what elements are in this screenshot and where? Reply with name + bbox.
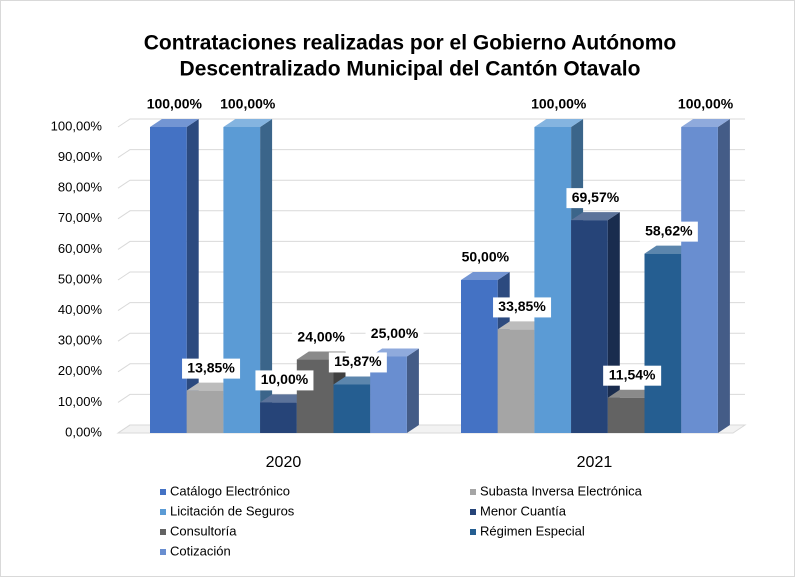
value-label: 69,57% <box>572 189 620 205</box>
legend-swatch <box>160 509 166 515</box>
legend-label: Régimen Especial <box>480 523 585 538</box>
bar <box>681 127 718 433</box>
value-label-bg <box>292 327 351 348</box>
value-label: 58,62% <box>645 222 693 238</box>
value-label-bg <box>566 188 625 209</box>
value-label-bg <box>603 365 662 386</box>
x-tick-label: 2021 <box>577 454 613 471</box>
y-tick-label: 30,00% <box>58 333 103 348</box>
legend-swatch <box>160 489 166 495</box>
value-label: 24,00% <box>297 328 345 344</box>
value-label-bg <box>255 370 314 391</box>
bar-top <box>260 394 309 403</box>
y-tick-label: 90,00% <box>58 149 103 164</box>
bar-top <box>223 119 273 127</box>
y-tick-label: 50,00% <box>58 271 103 286</box>
legend-swatch <box>470 509 476 515</box>
bar <box>223 127 261 433</box>
value-label-bg <box>456 248 515 268</box>
bar <box>186 390 224 433</box>
value-label: 100,00% <box>678 96 734 112</box>
value-label: 25,00% <box>371 325 419 341</box>
value-label: 50,00% <box>462 249 510 265</box>
value-label-bg <box>639 221 698 242</box>
bar <box>260 402 297 433</box>
x-tick-label: 2020 <box>266 454 302 471</box>
bar-side <box>186 119 199 433</box>
bar <box>150 127 187 433</box>
bar <box>571 220 608 433</box>
bar-top <box>461 272 510 280</box>
bar <box>497 329 535 433</box>
value-label: 11,54% <box>609 366 656 382</box>
bar <box>644 253 682 433</box>
bar <box>534 127 572 433</box>
y-tick-label: 0,00% <box>65 424 102 439</box>
value-label-bg <box>365 324 424 345</box>
legend-label: Cotización <box>170 543 231 558</box>
legend-label: Menor Cuantía <box>480 503 567 518</box>
bar-side <box>406 348 419 433</box>
bar-top <box>534 119 584 127</box>
y-tick-label: 20,00% <box>58 363 103 378</box>
legend-swatch <box>470 489 476 495</box>
legend-swatch <box>160 549 166 555</box>
value-label: 13,85% <box>187 359 235 375</box>
bar-top <box>681 119 730 127</box>
y-tick-label: 10,00% <box>58 394 103 409</box>
bar <box>333 384 371 433</box>
bar <box>607 397 645 433</box>
legend-label: Subasta Inversa Electrónica <box>480 483 643 498</box>
legend-label: Consultoría <box>170 523 237 538</box>
value-label: 10,00% <box>261 371 309 387</box>
bar-top <box>333 376 383 385</box>
legend-label: Licitación de Seguros <box>170 503 295 518</box>
bar-top <box>571 212 620 221</box>
y-tick-label: 40,00% <box>58 302 103 317</box>
bar <box>461 280 498 433</box>
y-tick-label: 100,00% <box>51 118 103 133</box>
value-label-bg <box>328 352 387 373</box>
y-tick-label: 70,00% <box>58 210 103 225</box>
value-label: 100,00% <box>147 96 203 112</box>
bar-top <box>186 382 236 391</box>
value-label-bg <box>676 95 735 115</box>
bar-top <box>497 321 547 330</box>
bar-side <box>717 119 730 433</box>
y-tick-label: 80,00% <box>58 180 103 195</box>
value-label: 100,00% <box>531 96 587 112</box>
value-label-bg <box>218 95 277 115</box>
value-label-bg <box>145 95 204 115</box>
value-label-bg <box>529 95 588 115</box>
y-tick-label: 60,00% <box>58 241 103 256</box>
value-label: 15,87% <box>334 353 382 369</box>
bar-top <box>150 119 199 127</box>
legend-label: Catálogo Electrónico <box>170 483 290 498</box>
value-label: 100,00% <box>220 96 276 112</box>
legend-swatch <box>160 529 166 535</box>
chart-title: Descentralizado Municipal del Cantón Ota… <box>180 58 641 81</box>
bar-top <box>644 245 694 254</box>
grid-line <box>117 118 745 128</box>
value-label-bg <box>493 297 552 318</box>
value-label-bg <box>182 358 241 379</box>
bar-side <box>260 119 273 433</box>
bar-top <box>607 389 657 398</box>
value-label: 33,85% <box>498 298 546 314</box>
legend-swatch <box>470 529 476 535</box>
chart-title: Contrataciones realizadas por el Gobiern… <box>144 32 676 55</box>
